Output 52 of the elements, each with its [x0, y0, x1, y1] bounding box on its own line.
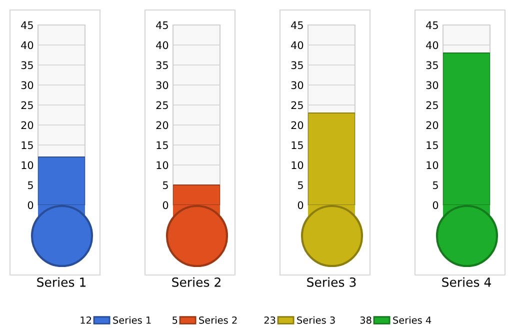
- y-tick-label: 20: [21, 121, 34, 130]
- y-tick-label: 10: [22, 161, 34, 170]
- y-tick-label: 5: [298, 181, 303, 190]
- y-tick-label: 30: [291, 81, 304, 90]
- x-tick-label: Series 1: [37, 277, 86, 287]
- text: 23: [264, 316, 276, 324]
- y-tick-label: 40: [21, 41, 34, 50]
- x-tick-label: Series 2: [172, 277, 220, 287]
- y-tick-label: 30: [156, 81, 168, 90]
- y-tick-label: 40: [291, 41, 304, 50]
- y-tick-label: 45: [156, 21, 168, 30]
- y-tick-label: 35: [156, 61, 168, 70]
- y-tick-label: 15: [22, 141, 33, 150]
- y-tick-label: 45: [291, 21, 303, 30]
- legend-label: Series 4: [393, 316, 432, 324]
- y-tick-label: 25: [291, 101, 303, 110]
- y-tick-label: 25: [156, 101, 168, 110]
- x-tick-label: Series 3: [307, 277, 356, 287]
- legend-label: Series 2: [199, 316, 237, 324]
- y-tick-label: 20: [291, 121, 304, 130]
- y-tick-label: 15: [156, 141, 168, 150]
- text: 5: [172, 316, 178, 324]
- y-tick-label: 0: [432, 201, 438, 210]
- y-tick-label: 35: [291, 61, 303, 70]
- y-tick-label: 10: [156, 161, 168, 170]
- legend-label: Series 1: [113, 316, 151, 324]
- y-tick-label: 35: [21, 61, 33, 70]
- y-tick-label: 40: [426, 41, 438, 50]
- legend-label: Series 3: [297, 316, 335, 324]
- text: 12: [80, 316, 92, 324]
- y-tick-label: 30: [426, 81, 438, 90]
- y-tick-label: 25: [21, 101, 33, 110]
- y-tick-label: 35: [426, 61, 438, 70]
- y-tick-label: 10: [292, 161, 304, 170]
- y-tick-label: 0: [298, 201, 304, 210]
- y-tick-label: 15: [426, 141, 438, 150]
- y-tick-label: 45: [426, 21, 438, 30]
- y-tick-label: 30: [21, 81, 34, 90]
- y-tick-label: 15: [292, 141, 303, 150]
- y-tick-label: 40: [156, 41, 168, 50]
- y-tick-label: 0: [162, 201, 168, 210]
- x-tick-label: Series 4: [442, 277, 491, 287]
- y-tick-label: 10: [426, 161, 438, 170]
- y-tick-label: 0: [28, 201, 34, 210]
- text: 38: [360, 316, 372, 324]
- y-tick-label: 5: [28, 181, 33, 190]
- y-tick-label: 45: [21, 21, 33, 30]
- y-tick-label: 25: [426, 101, 438, 110]
- y-tick-label: 20: [426, 121, 438, 130]
- y-tick-label: 5: [433, 181, 438, 190]
- y-tick-label: 5: [163, 181, 168, 190]
- y-tick-label: 20: [156, 121, 168, 130]
